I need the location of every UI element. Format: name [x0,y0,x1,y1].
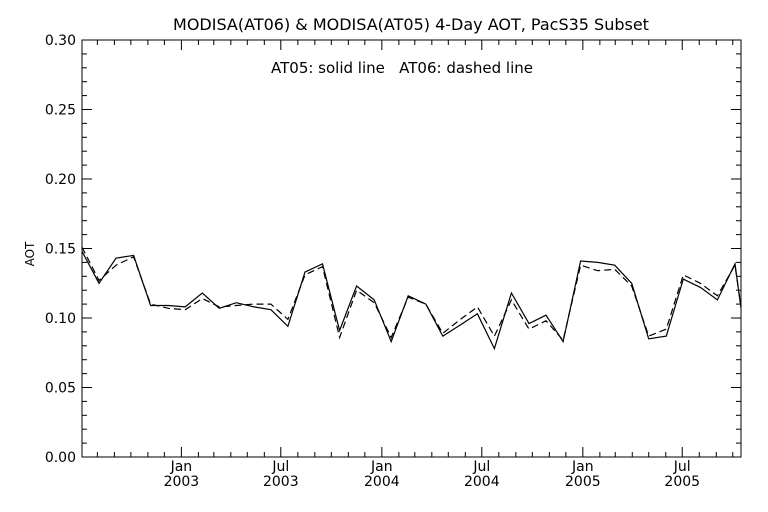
line-style-legend: AT05: solid line AT06: dashed line [271,59,533,77]
series-line-at06 [81,246,742,342]
x-tick-year-label: 2005 [565,474,601,490]
y-tick-label: 0.15 [45,242,76,258]
x-tick-year-label: 2003 [164,474,200,490]
x-tick-month-label: Jan [370,459,393,475]
x-tick-month-label: Jul [472,459,490,475]
chart-title: MODISA(AT06) & MODISA(AT05) 4-Day AOT, P… [173,15,649,34]
x-tick-year-label: 2005 [664,474,700,490]
series-layer [81,246,742,351]
y-tick-label: 0.25 [45,103,76,119]
x-tick-year-label: 2003 [263,474,299,490]
y-tick-label: 0.10 [45,311,76,327]
x-tick-month-label: Jan [170,459,193,475]
x-axis: Jan2003Jul2003Jan2004Jul2004Jan2005Jul20… [96,40,734,490]
y-tick-label: 0.20 [45,172,76,188]
y-axis: 0.00 0.05 0.10 0.15 0.20 0.25 0.30 [45,33,741,466]
y-axis-title: AOT [23,241,37,266]
x-tick-month-label: Jul [673,459,691,475]
x-tick-year-label: 2004 [464,474,500,490]
y-tick-label: 0.30 [45,33,76,49]
x-tick-year-label: 2004 [364,474,400,490]
x-tick-month-label: Jan [571,459,594,475]
y-tick-label: 0.00 [45,450,76,466]
y-tick-label: 0.05 [45,381,76,397]
x-tick-month-label: Jul [271,459,289,475]
